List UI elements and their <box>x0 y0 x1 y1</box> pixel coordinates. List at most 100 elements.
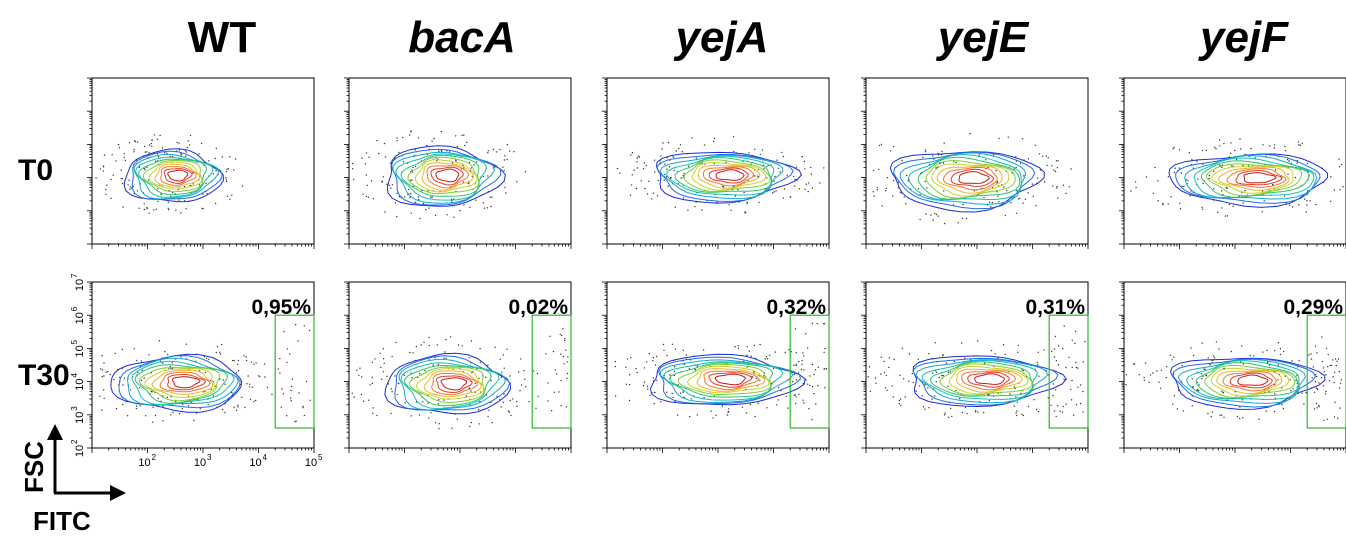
event-dot <box>625 383 628 385</box>
event-dot <box>673 370 676 373</box>
gate-event-dot <box>562 328 564 330</box>
event-dot <box>703 144 706 146</box>
event-dot <box>1019 162 1022 164</box>
event-dot <box>1065 366 1067 369</box>
event-dot <box>1068 186 1071 188</box>
event-dot <box>468 161 471 164</box>
event-dot <box>962 203 964 206</box>
event-dot <box>996 191 998 193</box>
event-dot <box>372 198 375 200</box>
event-dot <box>666 157 668 159</box>
event-dot <box>264 376 266 378</box>
event-dot <box>253 363 255 365</box>
event-dot <box>1041 155 1044 157</box>
event-dot <box>1214 146 1216 149</box>
event-dot <box>516 181 518 183</box>
event-dot <box>766 358 769 360</box>
contour-line <box>961 370 1016 391</box>
gate-event-dot <box>795 396 797 398</box>
contour-line <box>1204 364 1296 399</box>
event-dot <box>670 177 672 179</box>
contour-line <box>171 376 201 389</box>
event-dot <box>802 352 804 354</box>
gate-event-dot <box>277 368 279 370</box>
gate-event-dot <box>297 340 299 342</box>
event-dot <box>652 360 654 362</box>
event-dot <box>798 188 801 190</box>
contour-line <box>386 145 506 207</box>
event-dot <box>1318 405 1320 407</box>
event-dot <box>250 361 253 363</box>
event-dot <box>1045 155 1047 157</box>
event-dot <box>246 383 248 385</box>
event-dot <box>358 374 360 377</box>
event-dot <box>1226 215 1229 217</box>
event-dot <box>185 155 187 157</box>
event-dot <box>1021 369 1023 371</box>
event-dot <box>682 174 684 177</box>
event-dot <box>1017 198 1020 200</box>
event-dot <box>1201 377 1203 380</box>
event-dot <box>869 390 872 392</box>
event-dot <box>1053 169 1055 171</box>
event-dot <box>745 412 748 414</box>
event-dot <box>99 168 102 170</box>
event-dot <box>782 155 785 158</box>
event-dot <box>394 375 396 377</box>
event-dot <box>961 217 964 219</box>
event-dot <box>898 399 901 402</box>
event-dot <box>694 205 696 208</box>
gate-percentage: 0,02% <box>508 296 568 319</box>
gate-event-dot <box>294 323 297 326</box>
event-dot <box>164 351 166 353</box>
event-dot <box>1050 404 1052 407</box>
event-dot <box>1201 149 1204 152</box>
event-dot <box>528 401 530 403</box>
event-dot <box>934 395 936 397</box>
event-dot <box>1308 354 1310 356</box>
event-dot <box>161 147 164 149</box>
event-dot <box>263 363 266 365</box>
event-dot <box>417 137 420 139</box>
event-dot <box>631 151 634 154</box>
gate-event-dot <box>564 339 566 342</box>
event-dot <box>878 168 880 171</box>
event-dot <box>1038 375 1040 377</box>
gate-event-dot <box>547 382 549 384</box>
event-dot <box>798 393 800 395</box>
event-dot <box>202 193 204 195</box>
event-dot <box>725 161 727 164</box>
contour-line <box>702 166 755 187</box>
event-dot <box>1027 192 1029 194</box>
event-dot <box>880 143 883 146</box>
event-dot <box>219 351 221 353</box>
event-dot <box>885 190 887 192</box>
event-dot <box>143 208 146 211</box>
gate-event-dot <box>305 380 308 383</box>
event-dot <box>674 348 677 350</box>
event-dot <box>103 375 105 377</box>
event-dot <box>934 342 936 344</box>
event-dot <box>810 166 812 169</box>
event-dot <box>938 376 940 379</box>
event-dot <box>715 414 717 416</box>
event-dot <box>636 167 639 169</box>
event-dot <box>1306 204 1308 206</box>
contour-line <box>394 355 511 411</box>
event-dot <box>750 355 752 357</box>
gate-event-dot <box>1082 411 1084 413</box>
event-dot <box>917 188 920 190</box>
event-dot <box>181 408 183 410</box>
event-dot <box>924 149 927 151</box>
event-dot <box>1056 167 1059 169</box>
event-dot <box>966 413 968 415</box>
event-dot <box>438 428 440 430</box>
event-dot <box>409 351 411 354</box>
gate-event-dot <box>1336 360 1338 362</box>
gate-event-dot <box>798 360 800 363</box>
event-dot <box>462 164 464 166</box>
event-dot <box>987 166 989 169</box>
event-dot <box>727 408 730 410</box>
event-dot <box>1279 353 1282 356</box>
event-dot <box>170 414 172 416</box>
